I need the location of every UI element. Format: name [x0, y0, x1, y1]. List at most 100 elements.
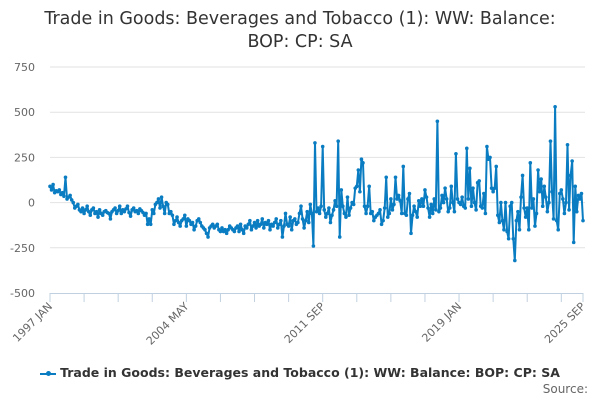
data-point[interactable]: [561, 197, 565, 201]
data-point[interactable]: [429, 202, 433, 207]
data-point[interactable]: [548, 139, 553, 143]
data-point[interactable]: [575, 209, 579, 214]
data-point[interactable]: [446, 209, 451, 214]
data-point[interactable]: [384, 175, 389, 180]
data-point[interactable]: [381, 218, 385, 223]
data-point[interactable]: [173, 218, 178, 223]
data-point[interactable]: [232, 229, 237, 234]
data-point[interactable]: [562, 211, 567, 216]
data-point[interactable]: [299, 204, 303, 209]
data-point[interactable]: [83, 208, 88, 212]
data-point[interactable]: [271, 224, 275, 228]
data-point[interactable]: [235, 224, 240, 228]
data-point[interactable]: [192, 227, 196, 232]
data-point[interactable]: [511, 236, 516, 241]
data-point[interactable]: [169, 209, 173, 214]
data-point[interactable]: [241, 231, 246, 236]
data-point[interactable]: [530, 206, 534, 210]
data-point[interactable]: [158, 206, 162, 210]
data-point[interactable]: [108, 217, 113, 221]
data-point[interactable]: [509, 200, 514, 205]
data-point[interactable]: [252, 220, 257, 225]
data-point[interactable]: [152, 211, 156, 216]
data-point[interactable]: [420, 197, 424, 201]
data-point[interactable]: [69, 198, 74, 202]
data-point[interactable]: [413, 209, 418, 214]
data-point[interactable]: [248, 218, 252, 223]
data-point[interactable]: [182, 213, 187, 218]
data-point[interactable]: [382, 206, 387, 210]
data-point[interactable]: [474, 208, 478, 212]
data-point[interactable]: [379, 222, 384, 227]
data-point[interactable]: [51, 182, 55, 187]
data-point[interactable]: [516, 209, 520, 214]
data-point[interactable]: [536, 168, 540, 172]
data-point[interactable]: [345, 195, 350, 199]
data-point[interactable]: [117, 204, 122, 209]
data-point[interactable]: [542, 184, 547, 189]
data-point[interactable]: [328, 220, 333, 225]
data-point[interactable]: [339, 188, 344, 192]
data-point[interactable]: [274, 217, 279, 221]
data-point[interactable]: [226, 227, 230, 232]
data-point[interactable]: [567, 208, 571, 212]
data-point[interactable]: [325, 211, 330, 216]
data-point[interactable]: [469, 204, 474, 209]
data-point[interactable]: [537, 189, 542, 194]
data-point[interactable]: [365, 204, 370, 209]
data-point[interactable]: [418, 204, 423, 209]
data-point[interactable]: [210, 222, 215, 227]
data-point[interactable]: [554, 218, 559, 223]
data-point[interactable]: [206, 235, 210, 239]
data-point[interactable]: [378, 208, 382, 212]
data-point[interactable]: [49, 188, 54, 192]
data-point[interactable]: [488, 155, 492, 160]
data-point[interactable]: [246, 222, 251, 227]
data-point[interactable]: [423, 188, 427, 192]
data-point[interactable]: [176, 220, 181, 225]
data-point[interactable]: [500, 218, 505, 223]
data-point[interactable]: [322, 208, 327, 212]
data-point[interactable]: [579, 191, 584, 196]
data-point[interactable]: [513, 258, 517, 263]
data-point[interactable]: [557, 191, 562, 196]
data-point[interactable]: [85, 204, 89, 209]
data-point[interactable]: [310, 211, 314, 216]
data-point[interactable]: [277, 222, 282, 227]
data-point[interactable]: [125, 204, 130, 209]
data-point[interactable]: [372, 218, 376, 223]
data-point[interactable]: [255, 218, 260, 223]
data-point[interactable]: [545, 209, 550, 214]
data-point[interactable]: [438, 206, 443, 210]
data-point[interactable]: [150, 208, 155, 212]
data-point[interactable]: [434, 208, 438, 212]
data-point[interactable]: [361, 161, 365, 165]
data-point[interactable]: [421, 204, 426, 209]
data-point[interactable]: [564, 200, 568, 205]
data-point[interactable]: [170, 213, 175, 218]
data-point[interactable]: [437, 209, 441, 214]
data-point[interactable]: [218, 229, 223, 234]
data-point[interactable]: [392, 202, 396, 207]
data-point[interactable]: [80, 206, 85, 210]
data-point[interactable]: [204, 231, 209, 236]
data-point[interactable]: [131, 206, 136, 210]
data-point[interactable]: [440, 193, 444, 198]
data-point[interactable]: [553, 104, 557, 109]
data-point[interactable]: [187, 218, 192, 223]
data-point[interactable]: [275, 226, 280, 230]
data-point[interactable]: [505, 229, 509, 234]
data-point[interactable]: [303, 218, 308, 223]
data-point[interactable]: [533, 224, 537, 228]
data-point[interactable]: [358, 189, 362, 194]
data-point[interactable]: [144, 211, 148, 216]
data-point[interactable]: [354, 184, 359, 189]
data-point[interactable]: [472, 200, 477, 205]
data-point[interactable]: [60, 190, 65, 195]
data-point[interactable]: [124, 207, 128, 211]
data-point[interactable]: [237, 229, 241, 234]
data-point[interactable]: [550, 189, 554, 194]
data-point[interactable]: [119, 211, 124, 216]
data-point[interactable]: [113, 206, 117, 210]
data-point[interactable]: [268, 227, 272, 232]
